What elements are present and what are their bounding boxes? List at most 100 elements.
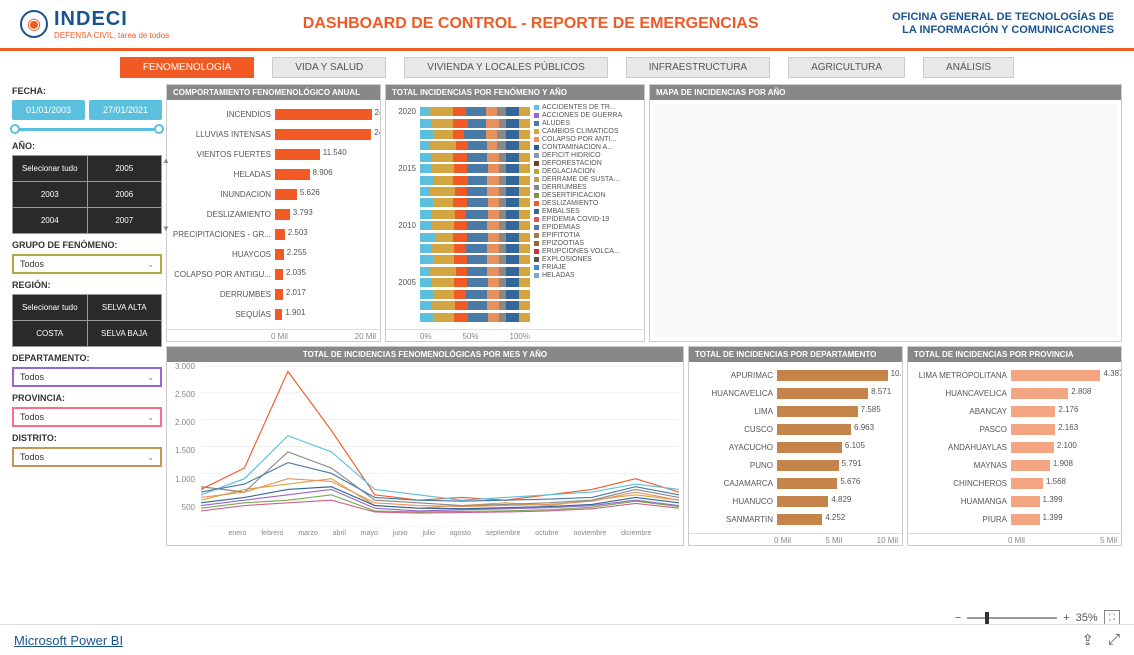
stacked-bar[interactable] [420, 164, 530, 173]
zoom-slider[interactable] [967, 617, 1057, 619]
bar-fill[interactable] [777, 406, 858, 417]
bar-fill[interactable] [275, 129, 371, 140]
legend-item[interactable]: CAMBIOS CLIMATICOS [534, 128, 640, 135]
year-2003[interactable]: 2003 [13, 182, 87, 207]
date-slider[interactable] [14, 128, 160, 131]
bar-fill[interactable] [275, 169, 310, 180]
tab-agricultura[interactable]: AGRICULTURA [788, 57, 905, 78]
year-2004[interactable]: 2004 [13, 208, 87, 233]
stacked-bar[interactable] [420, 107, 530, 116]
bar-fill[interactable] [777, 478, 837, 489]
line-series[interactable] [201, 371, 679, 500]
bar-fill[interactable] [1011, 424, 1055, 435]
depto-select[interactable]: Todos⌄ [12, 367, 162, 387]
fit-icon[interactable]: ⛶ [1104, 610, 1120, 625]
year-2005[interactable]: 2005 [88, 156, 162, 181]
stacked-bar[interactable] [420, 187, 530, 196]
bar-fill[interactable] [275, 309, 282, 320]
region-SELVA BAJA[interactable]: SELVA BAJA [88, 321, 162, 346]
zoom-in[interactable]: + [1063, 612, 1069, 624]
stacked-bar[interactable] [420, 233, 530, 242]
date-to[interactable]: 27/01/2021 [89, 100, 162, 120]
legend-item[interactable]: DEFORESTACION [534, 160, 640, 167]
tab-fenomenología[interactable]: FENOMENOLOGÍA [120, 57, 254, 78]
bar-fill[interactable] [777, 388, 868, 399]
region-SELVA ALTA[interactable]: SELVA ALTA [88, 295, 162, 320]
stacked-bar[interactable] [420, 141, 530, 150]
year-2007[interactable]: 2007 [88, 208, 162, 233]
stacked-bar[interactable] [420, 278, 530, 287]
bar-fill[interactable] [275, 269, 283, 280]
stacked-bar[interactable] [420, 290, 530, 299]
bar-fill[interactable] [275, 249, 284, 260]
stacked-bar[interactable] [420, 244, 530, 253]
bar-fill[interactable] [275, 289, 283, 300]
stacked-bar[interactable] [420, 221, 530, 230]
bar-fill[interactable] [275, 189, 297, 200]
bar-fill[interactable] [1011, 514, 1040, 525]
bar-fill[interactable] [275, 229, 285, 240]
legend-item[interactable]: EMBALSES [534, 208, 640, 215]
legend-item[interactable]: DESLIZAMIENTO [534, 200, 640, 207]
tab-infraestructura[interactable]: INFRAESTRUCTURA [626, 57, 770, 78]
legend-item[interactable]: DEFICIT HIDRICO [534, 152, 640, 159]
legend-item[interactable]: EPIDEMIA COVID-19 [534, 216, 640, 223]
bar-fill[interactable] [777, 424, 851, 435]
bar-fill[interactable] [1011, 442, 1054, 453]
stacked-bar[interactable] [420, 119, 530, 128]
stacked-bar[interactable] [420, 153, 530, 162]
stacked-bar[interactable] [420, 176, 530, 185]
prov-select[interactable]: Todos⌄ [12, 407, 162, 427]
legend-item[interactable]: DEGLACIACION [534, 168, 640, 175]
legend-item[interactable]: EPIFITOTIA [534, 232, 640, 239]
stacked-bar[interactable] [420, 130, 530, 139]
stacked-bar[interactable] [420, 255, 530, 264]
zoom-out[interactable]: − [955, 612, 961, 624]
bar-fill[interactable] [777, 496, 828, 507]
line-series[interactable] [201, 463, 679, 502]
legend-item[interactable]: DESERTIFICACION [534, 192, 640, 199]
legend-item[interactable]: EPIDEMIAS [534, 224, 640, 231]
legend-item[interactable]: ALUDES [534, 120, 640, 127]
region-COSTA[interactable]: COSTA [13, 321, 87, 346]
bar-fill[interactable] [1011, 496, 1040, 507]
legend-item[interactable]: FRIAJE [534, 264, 640, 271]
bar-fill[interactable] [1011, 478, 1043, 489]
bar-fill[interactable] [777, 460, 839, 471]
grupo-select[interactable]: Todos⌄ [12, 254, 162, 274]
tab-vivienda-y-locales-públicos[interactable]: VIVIENDA Y LOCALES PÚBLICOS [404, 57, 607, 78]
legend-item[interactable]: ERUPCIONES VOLCA... [534, 248, 640, 255]
bar-fill[interactable] [275, 109, 372, 120]
dist-select[interactable]: Todos⌄ [12, 447, 162, 467]
bar-fill[interactable] [275, 209, 290, 220]
bar-fill[interactable] [777, 514, 822, 525]
bar-fill[interactable] [777, 370, 888, 381]
stacked-bar[interactable] [420, 210, 530, 219]
legend-item[interactable]: DERRUMBES [534, 184, 640, 191]
fullscreen-icon[interactable]: ⤢ [1108, 631, 1120, 649]
year-Selecionar tudo[interactable]: Selecionar tudo [13, 156, 87, 181]
map-area[interactable] [654, 104, 1117, 337]
legend-item[interactable]: COLAPSO POR ANTI... [534, 136, 640, 143]
bar-fill[interactable] [1011, 388, 1068, 399]
bar-fill[interactable] [1011, 370, 1100, 381]
bar-fill[interactable] [777, 442, 842, 453]
year-2006[interactable]: 2006 [88, 182, 162, 207]
legend-item[interactable]: CONTAMINACION A... [534, 144, 640, 151]
legend-item[interactable]: ACCIDENTES DE TR... [534, 104, 640, 111]
legend-item[interactable]: EPIZOOTIAS [534, 240, 640, 247]
legend-item[interactable]: EXPLOSIONES [534, 256, 640, 263]
bar-fill[interactable] [1011, 406, 1055, 417]
stacked-bar[interactable] [420, 313, 530, 322]
legend-item[interactable]: DERRAME DE SUSTA... [534, 176, 640, 183]
tab-vida-y-salud[interactable]: VIDA Y SALUD [272, 57, 386, 78]
bar-fill[interactable] [1011, 460, 1050, 471]
region-Selecionar tudo[interactable]: Selecionar tudo [13, 295, 87, 320]
tab-análisis[interactable]: ANÁLISIS [923, 57, 1014, 78]
line-series[interactable] [201, 436, 679, 500]
powerbi-link[interactable]: Microsoft Power BI [14, 633, 123, 648]
stacked-bar[interactable] [420, 301, 530, 310]
share-icon[interactable]: ⇪ [1081, 631, 1094, 649]
stacked-bar[interactable] [420, 198, 530, 207]
bar-fill[interactable] [275, 149, 320, 160]
